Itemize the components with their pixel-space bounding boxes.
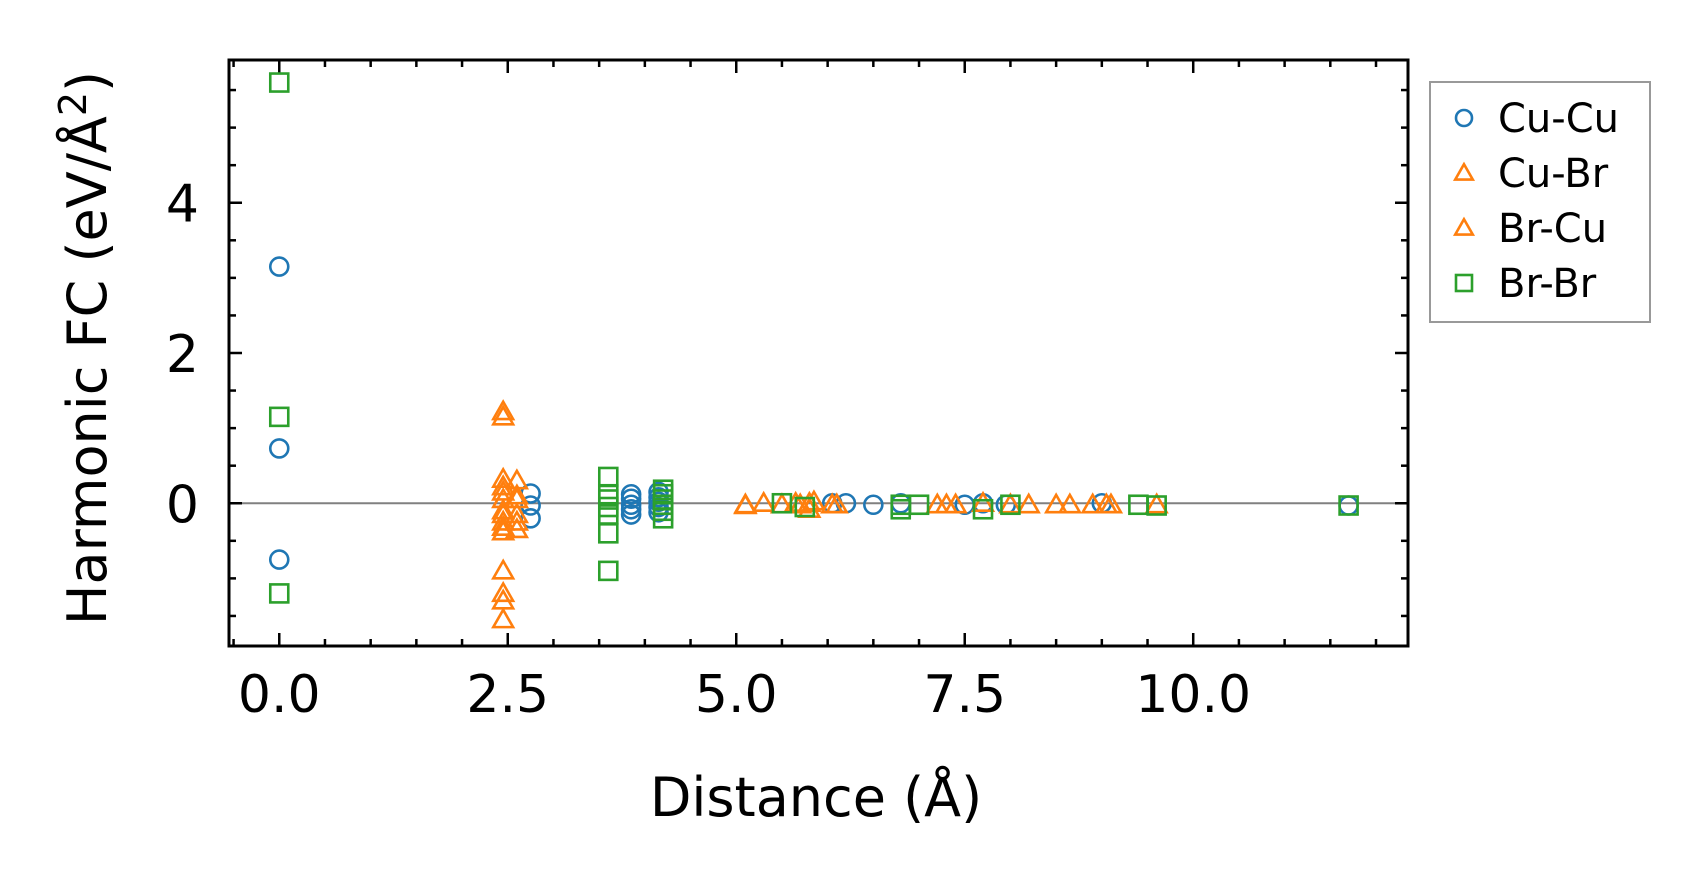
y-axis-label-close: ): [56, 71, 119, 92]
point-br-br: [597, 560, 619, 582]
point-br-cu: [504, 502, 530, 524]
legend-marker-cu-br: [1452, 161, 1476, 181]
x-tick-label: 7.5: [923, 665, 1006, 725]
point-cu-br: [1016, 492, 1041, 514]
point-cu-cu: [268, 438, 290, 459]
point-cu-br: [1080, 492, 1105, 514]
legend-box: [1429, 81, 1651, 323]
point-cu-cu: [620, 498, 642, 520]
point-br-br: [268, 583, 290, 604]
point-br-cu: [1098, 492, 1124, 514]
legend-label-br-br: Br-Br: [1498, 261, 1597, 307]
plot-frame: [227, 58, 1410, 648]
point-cu-cu: [520, 495, 541, 516]
point-br-cu: [491, 514, 516, 537]
point-br-cu: [824, 492, 849, 514]
data-points: [268, 72, 1359, 629]
legend-marker-cu-cu: [1454, 108, 1474, 128]
legend-marker-br-br: [1454, 273, 1474, 293]
point-cu-cu: [620, 488, 642, 510]
x-axis-label: Distance (Å): [650, 765, 982, 829]
point-cu-br: [491, 399, 516, 421]
y-tick-label: 0: [166, 475, 199, 535]
point-br-br: [1146, 495, 1167, 516]
x-tick-label: 0.0: [238, 665, 321, 725]
series-br-br: [268, 72, 1359, 604]
point-br-cu: [491, 404, 516, 426]
x-tick-label: 2.5: [466, 665, 549, 725]
point-br-br: [597, 523, 619, 544]
point-br-cu: [998, 492, 1023, 514]
legend-label-cu-br: Cu-Br: [1498, 151, 1609, 197]
legend-label-br-cu: Br-Cu: [1498, 206, 1607, 252]
tick-labels: 0.0 2.5 5.0 7.5 10.0 0 2 4: [166, 175, 1251, 725]
point-br-br: [1338, 495, 1359, 516]
point-cu-br: [970, 490, 996, 512]
point-br-cu: [491, 607, 516, 629]
point-br-br: [652, 507, 674, 529]
point-cu-br: [751, 490, 776, 512]
point-cu-br: [491, 580, 516, 603]
point-cu-cu: [268, 256, 290, 277]
x-tick-label: 10.0: [1135, 665, 1251, 725]
x-tick-label: 5.0: [695, 665, 778, 725]
point-br-br: [268, 406, 290, 428]
point-cu-br: [1144, 492, 1169, 514]
point-cu-br: [504, 517, 530, 539]
point-cu-br: [1043, 492, 1069, 514]
legend-label-cu-cu: Cu-Cu: [1498, 96, 1619, 142]
legend: Cu-Cu Cu-Br Br-Cu Br-Br: [1429, 81, 1651, 323]
y-tick-label: 2: [166, 325, 199, 385]
y-axis-label-main: Harmonic FC (eV/Å: [55, 116, 119, 625]
point-br-br: [268, 72, 290, 93]
series-br-cu: [491, 404, 1124, 629]
y-tick-label: 4: [166, 175, 199, 235]
point-cu-cu: [620, 504, 642, 525]
point-br-br: [972, 498, 994, 520]
point-br-cu: [491, 502, 516, 524]
point-cu-cu: [863, 494, 884, 516]
point-br-br: [908, 494, 930, 516]
y-axis-label: Harmonic FC (eV/Å2): [51, 71, 119, 625]
point-br-cu: [491, 474, 516, 496]
point-cu-br: [491, 466, 516, 488]
y-axis-label-sup: 2: [51, 92, 95, 116]
point-cu-br: [1057, 492, 1082, 514]
point-br-br: [1000, 494, 1021, 516]
point-br-cu: [934, 492, 959, 514]
point-cu-cu: [268, 549, 290, 570]
point-cu-br: [491, 558, 516, 580]
point-br-cu: [733, 492, 758, 515]
point-br-br: [771, 492, 793, 514]
legend-marker-br-cu: [1452, 216, 1476, 236]
point-br-br: [794, 496, 816, 518]
